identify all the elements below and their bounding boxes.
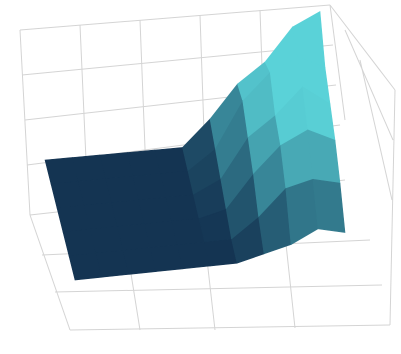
- surface-patch: [171, 218, 205, 246]
- surface-patch: [177, 241, 211, 270]
- box-edge: [329, 4, 346, 121]
- grid-line: [54, 284, 383, 293]
- surface-patch: [154, 147, 189, 175]
- grid-line: [359, 59, 393, 201]
- box-edge: [389, 89, 396, 326]
- box-edge: [29, 214, 71, 331]
- surface-patch: [160, 170, 194, 198]
- surface: [44, 11, 346, 281]
- box-edge: [329, 4, 396, 91]
- box-edge: [19, 29, 31, 216]
- surface-patch: [312, 178, 346, 233]
- surface-patch: [204, 239, 238, 267]
- surface-patch: [285, 178, 319, 246]
- box-edge: [69, 324, 391, 331]
- surface-patch: [165, 194, 200, 222]
- grid-line: [344, 29, 394, 141]
- surface-patch: [307, 129, 341, 184]
- box-edge: [19, 4, 331, 31]
